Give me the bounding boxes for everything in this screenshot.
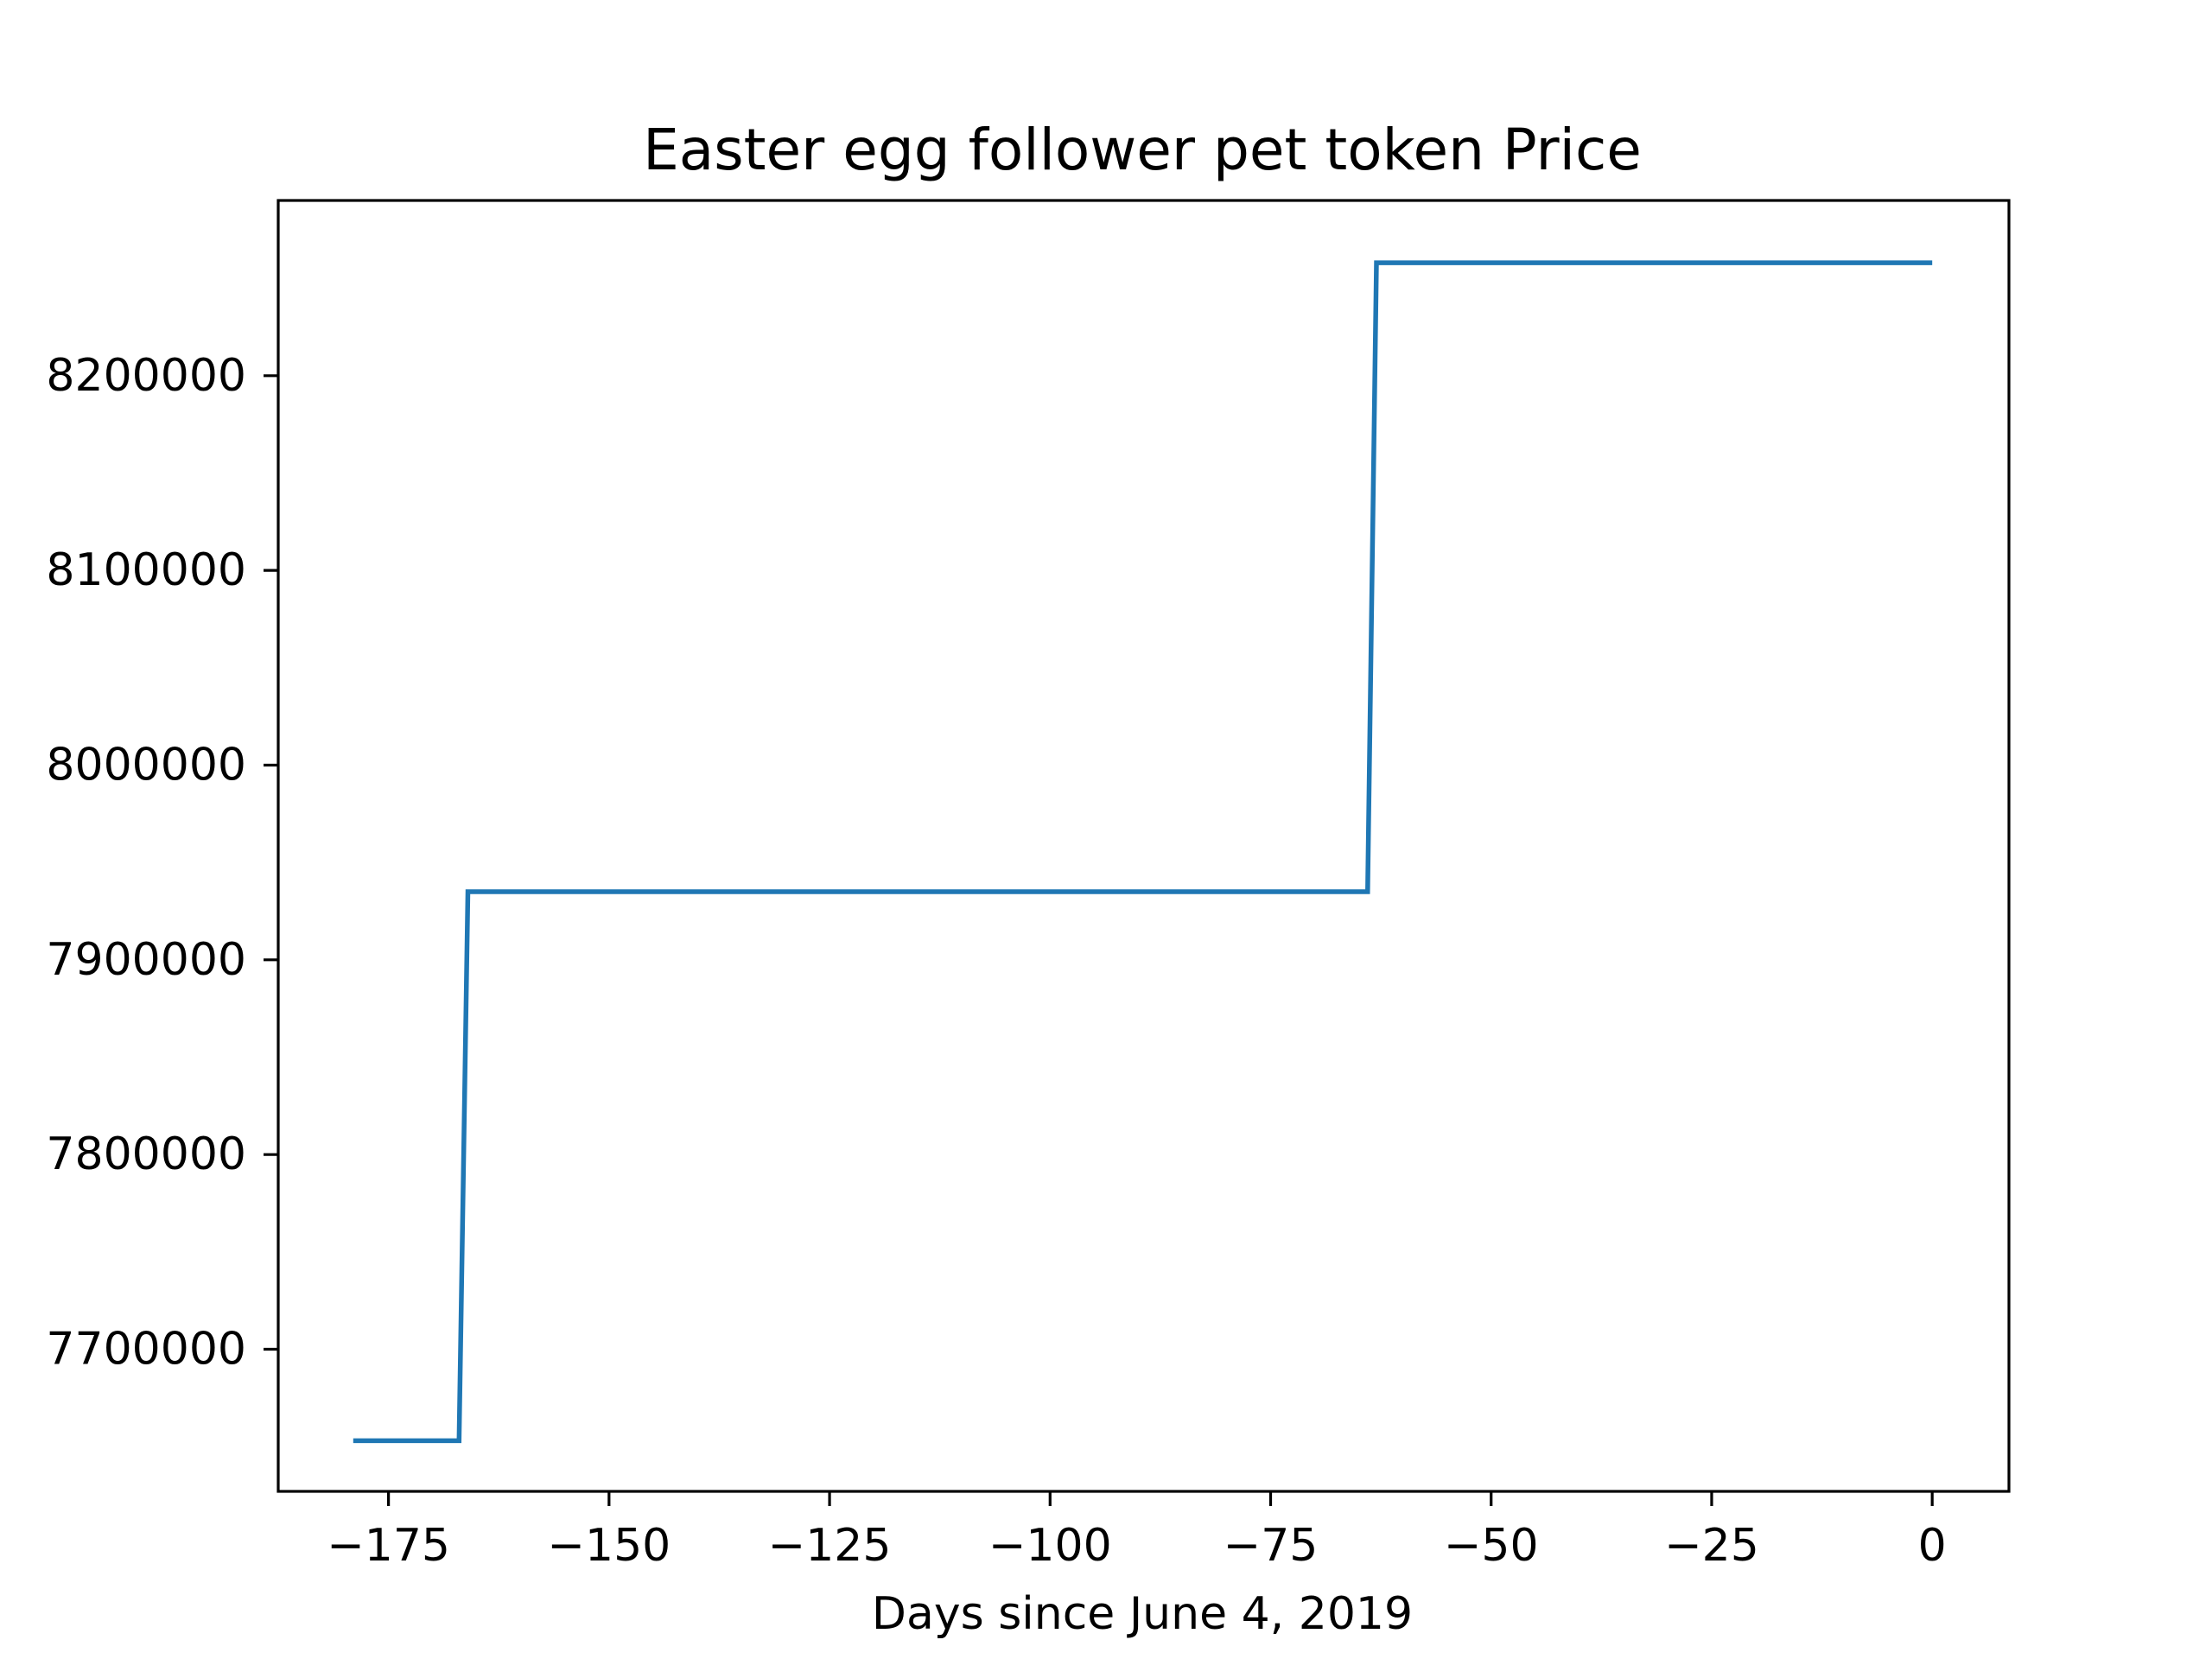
y-tick-label: 8000000 <box>46 739 246 791</box>
y-tick-label: 8100000 <box>46 544 246 596</box>
x-tick-label: 0 <box>1918 1520 1947 1572</box>
x-axis-label: Days since June 4, 2019 <box>872 1588 1413 1640</box>
y-tick-label: 7800000 <box>46 1128 246 1180</box>
chart-title: Easter egg follower pet token Price <box>643 117 1642 183</box>
y-tick-label: 7900000 <box>46 934 246 986</box>
price-series-line <box>353 260 1933 1444</box>
x-tick-label: −25 <box>1664 1520 1759 1572</box>
x-tick-label: −100 <box>988 1520 1112 1572</box>
x-tick-label: −50 <box>1444 1520 1539 1572</box>
x-axis-ticks: −175 −150 −125 −100 −75 −50 −25 0 <box>327 1491 1947 1572</box>
x-tick-label: −150 <box>547 1520 671 1572</box>
x-tick-label: −175 <box>327 1520 450 1572</box>
x-tick-label: −125 <box>768 1520 892 1572</box>
y-axis-ticks: 7700000 7800000 7900000 8000000 8100000 82000… <box>46 350 278 1376</box>
series-layer <box>353 260 1933 1444</box>
x-tick-label: −75 <box>1224 1520 1319 1572</box>
plot-frame <box>276 199 2011 1493</box>
y-tick-label: 7700000 <box>46 1324 246 1376</box>
y-tick-label: 8200000 <box>46 350 246 402</box>
